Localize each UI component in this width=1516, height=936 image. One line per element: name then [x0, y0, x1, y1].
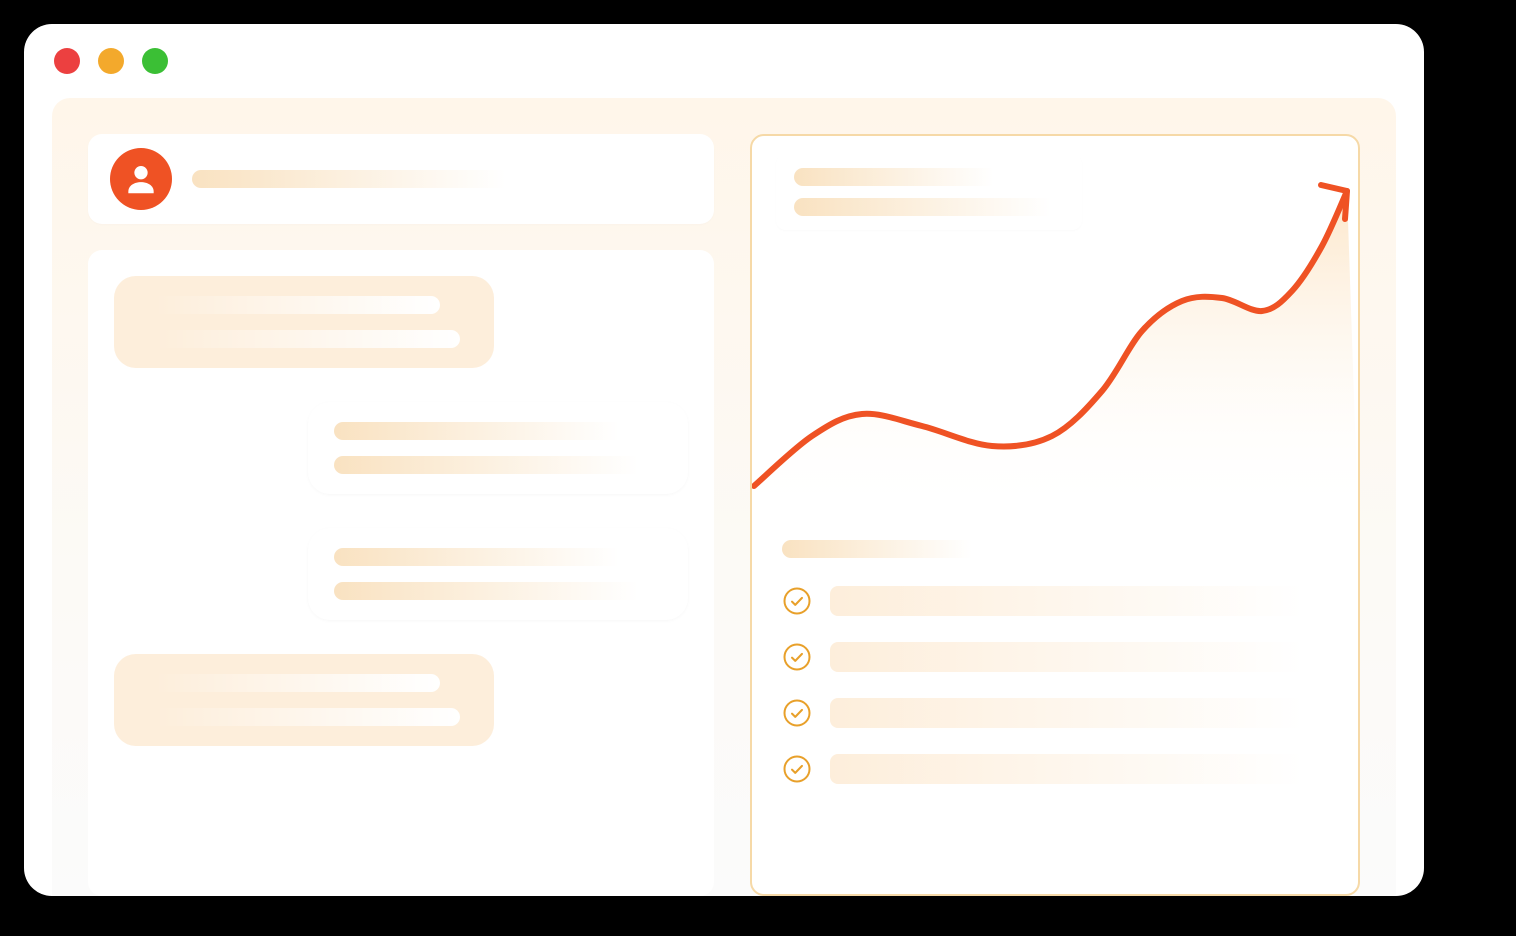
chart-title-placeholder — [794, 198, 1064, 216]
checklist-text-placeholder — [830, 698, 1328, 728]
header-title-placeholder — [192, 170, 522, 188]
window-maximize-button[interactable] — [142, 48, 168, 74]
checklist — [752, 516, 1358, 894]
text-placeholder — [334, 456, 654, 474]
checklist-heading-placeholder — [782, 540, 982, 558]
conversation-column — [88, 134, 714, 896]
checklist-item — [782, 698, 1328, 728]
window-close-button[interactable] — [54, 48, 80, 74]
user-avatar-icon — [110, 148, 172, 210]
checklist-item — [782, 642, 1328, 672]
checklist-text-placeholder — [830, 586, 1328, 616]
text-placeholder — [334, 422, 634, 440]
check-circle-icon — [782, 754, 812, 784]
chat-thread — [88, 250, 714, 896]
message-incoming — [308, 528, 688, 620]
chart-title-card — [776, 154, 1082, 230]
main-canvas — [52, 98, 1396, 896]
message-incoming — [308, 402, 688, 494]
text-placeholder — [140, 674, 440, 692]
message-outgoing — [114, 276, 494, 368]
text-placeholder — [334, 548, 634, 566]
window-minimize-button[interactable] — [98, 48, 124, 74]
check-circle-icon — [782, 642, 812, 672]
checklist-text-placeholder — [830, 754, 1328, 784]
trend-chart — [752, 136, 1358, 516]
text-placeholder — [140, 708, 460, 726]
checklist-item — [782, 586, 1328, 616]
text-placeholder — [140, 330, 460, 348]
app-window — [24, 24, 1424, 896]
message-outgoing — [114, 654, 494, 746]
conversation-header — [88, 134, 714, 224]
check-circle-icon — [782, 586, 812, 616]
checklist-text-placeholder — [830, 642, 1328, 672]
insight-panel — [750, 134, 1360, 896]
window-traffic-lights — [54, 48, 168, 74]
checklist-item — [782, 754, 1328, 784]
chart-title-placeholder — [794, 168, 1004, 186]
text-placeholder — [334, 582, 654, 600]
text-placeholder — [140, 296, 440, 314]
check-circle-icon — [782, 698, 812, 728]
